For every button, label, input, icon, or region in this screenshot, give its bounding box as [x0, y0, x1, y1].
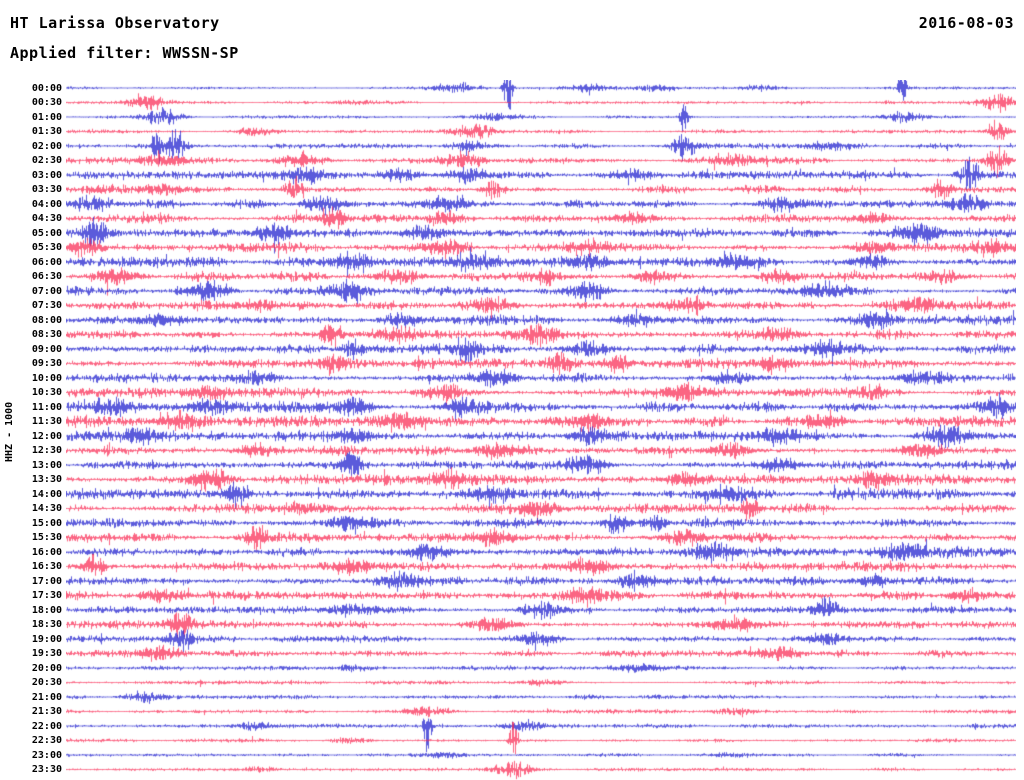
time-label: 00:00 — [31, 82, 62, 94]
time-label: 06:30 — [31, 271, 62, 282]
time-label: 12:00 — [31, 430, 62, 442]
time-label: 13:00 — [31, 459, 62, 471]
time-label: 10:30 — [31, 387, 62, 398]
time-label: 14:00 — [31, 488, 62, 500]
time-label: 04:00 — [31, 198, 62, 210]
time-label: 13:30 — [31, 474, 62, 485]
time-label: 00:30 — [31, 97, 62, 108]
time-label: 10:00 — [31, 372, 62, 384]
time-label: 17:30 — [31, 590, 62, 601]
time-labels: 00:00 00:30 01:00 01:30 02:00 02:30 03:00 03:30… — [0, 0, 64, 780]
time-label: 09:00 — [31, 343, 62, 355]
time-label: 09:30 — [31, 358, 62, 369]
time-label: 16:00 — [31, 546, 62, 558]
time-label: 11:00 — [31, 401, 62, 413]
time-label: 20:00 — [31, 662, 62, 674]
time-label: 23:00 — [31, 749, 62, 761]
time-label: 01:30 — [31, 126, 62, 137]
time-label: 05:30 — [31, 242, 62, 253]
station-title: HT Larissa Observatory — [10, 14, 220, 32]
time-label: 23:30 — [31, 764, 62, 775]
time-label: 06:00 — [31, 256, 62, 268]
time-label: 18:30 — [31, 619, 62, 630]
time-label: 04:30 — [31, 213, 62, 224]
time-label: 05:00 — [31, 227, 62, 239]
time-label: 07:30 — [31, 300, 62, 311]
time-label: 08:30 — [31, 329, 62, 340]
time-label: 12:30 — [31, 445, 62, 456]
time-label: 17:00 — [31, 575, 62, 587]
time-label: 07:00 — [31, 285, 62, 297]
time-label: 03:30 — [31, 184, 62, 195]
time-label: 02:00 — [31, 140, 62, 152]
time-label: 15:00 — [31, 517, 62, 529]
date-label: 2016-08-03 — [918, 14, 1014, 32]
time-label: 19:00 — [31, 633, 62, 645]
time-label: 14:30 — [31, 503, 62, 514]
time-label: 19:30 — [31, 648, 62, 659]
time-label: 22:30 — [31, 735, 62, 746]
time-label: 15:30 — [31, 532, 62, 543]
time-label: 21:30 — [31, 706, 62, 717]
time-label: 01:00 — [31, 111, 62, 123]
time-label: 18:00 — [31, 604, 62, 616]
filter-label: Applied filter: WWSSN-SP — [10, 44, 239, 62]
time-label: 20:30 — [31, 677, 62, 688]
time-label: 22:00 — [31, 720, 62, 732]
time-label: 16:30 — [31, 561, 62, 572]
time-label: 08:00 — [31, 314, 62, 326]
seismogram-canvas — [66, 80, 1016, 780]
time-label: 03:00 — [31, 169, 62, 181]
time-label: 02:30 — [31, 155, 62, 166]
time-label: 11:30 — [31, 416, 62, 427]
time-label: 21:00 — [31, 691, 62, 703]
